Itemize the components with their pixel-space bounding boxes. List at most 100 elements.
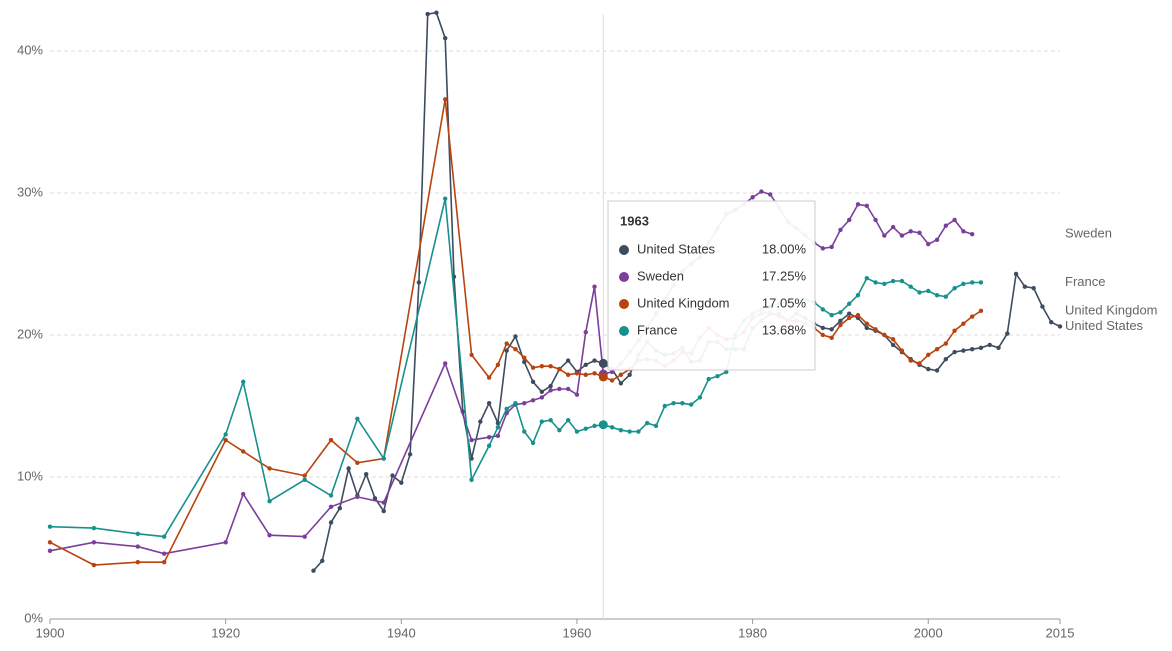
series-point [522,359,527,365]
series-point [583,362,588,368]
series-point [961,281,966,287]
series-point [267,466,272,471]
series-point [855,202,861,207]
series-point [548,388,553,393]
tooltip-value: 18.00% [762,241,807,256]
series-point [847,311,852,316]
series-point [557,366,562,372]
series-point [978,280,984,285]
series-end-label: United States [1065,318,1144,333]
series-point [627,429,632,434]
series-point [320,558,325,563]
y-tick-label: 40% [17,42,43,57]
series-point [302,477,307,483]
series-point [820,246,826,251]
series-point [767,192,773,197]
series-point [645,420,650,426]
series-point [829,335,834,341]
tooltip-name: United Kingdom [637,295,730,310]
series-point [943,356,949,362]
tooltip-name: France [637,322,677,337]
tooltip-box [607,200,816,371]
y-tick-label: 0% [24,610,43,625]
series-point [829,244,834,250]
series-point [618,381,624,386]
series-point [882,332,887,338]
series-point [91,540,97,545]
series-point [513,400,518,406]
series-point [855,312,861,318]
series-point [847,301,852,306]
series-point [926,352,931,358]
series-point [987,342,992,348]
series-point [618,427,624,433]
series-point [548,364,553,369]
x-tick-label: 2000 [914,625,943,640]
hover-point [598,358,608,368]
series-point [917,230,922,235]
series-point [618,372,624,377]
series-point [890,342,896,348]
series-point [47,524,53,529]
series-point [750,195,755,200]
series-point [1013,271,1019,277]
series-point [609,369,615,375]
series-line [49,190,973,555]
series-point [890,278,896,284]
series-point [864,325,869,331]
series-point [838,227,843,233]
series-point [926,366,931,372]
series-point [609,425,615,430]
series-point [943,223,949,228]
series-point [469,437,474,443]
series-point [864,321,869,326]
tooltip-swatch [619,299,629,309]
series-point [223,432,228,437]
series-point [908,358,913,363]
series-point [522,429,527,434]
series-point [627,372,632,377]
series-point [337,506,343,511]
hover-point [598,372,608,382]
series-point [847,315,852,321]
series-point [539,389,545,394]
series-point [838,318,843,323]
series-point [724,369,729,375]
series-point [381,500,386,505]
series-point [882,281,887,287]
series-point [838,310,843,315]
series-point [443,36,448,41]
series-point [706,376,711,382]
series-point [539,395,545,400]
series-end-label: France [1065,274,1105,289]
series-point [969,314,975,319]
series-point [381,456,386,461]
series-point [486,400,492,406]
series-point [969,280,975,285]
series-point [504,348,509,353]
series-point [592,423,597,429]
series-point [1049,320,1054,325]
series-point [557,427,562,433]
series-point [574,371,580,376]
y-tick-label: 10% [17,468,43,483]
tooltip-value: 17.05% [762,295,807,310]
tooltip-title: 1963 [620,213,649,228]
series-point [302,473,307,478]
series-point [688,402,694,407]
series-point [486,443,492,448]
series-point [943,341,949,346]
series-point [882,233,887,238]
series-point [355,494,360,500]
series-point [381,508,386,514]
series-point [328,520,334,525]
series-point [961,229,966,234]
series-point [829,312,834,318]
series-point [539,419,545,424]
series-point [759,189,764,194]
series-point [47,548,53,554]
series-point [469,477,474,483]
series-point [486,375,492,380]
series-point [838,322,843,328]
